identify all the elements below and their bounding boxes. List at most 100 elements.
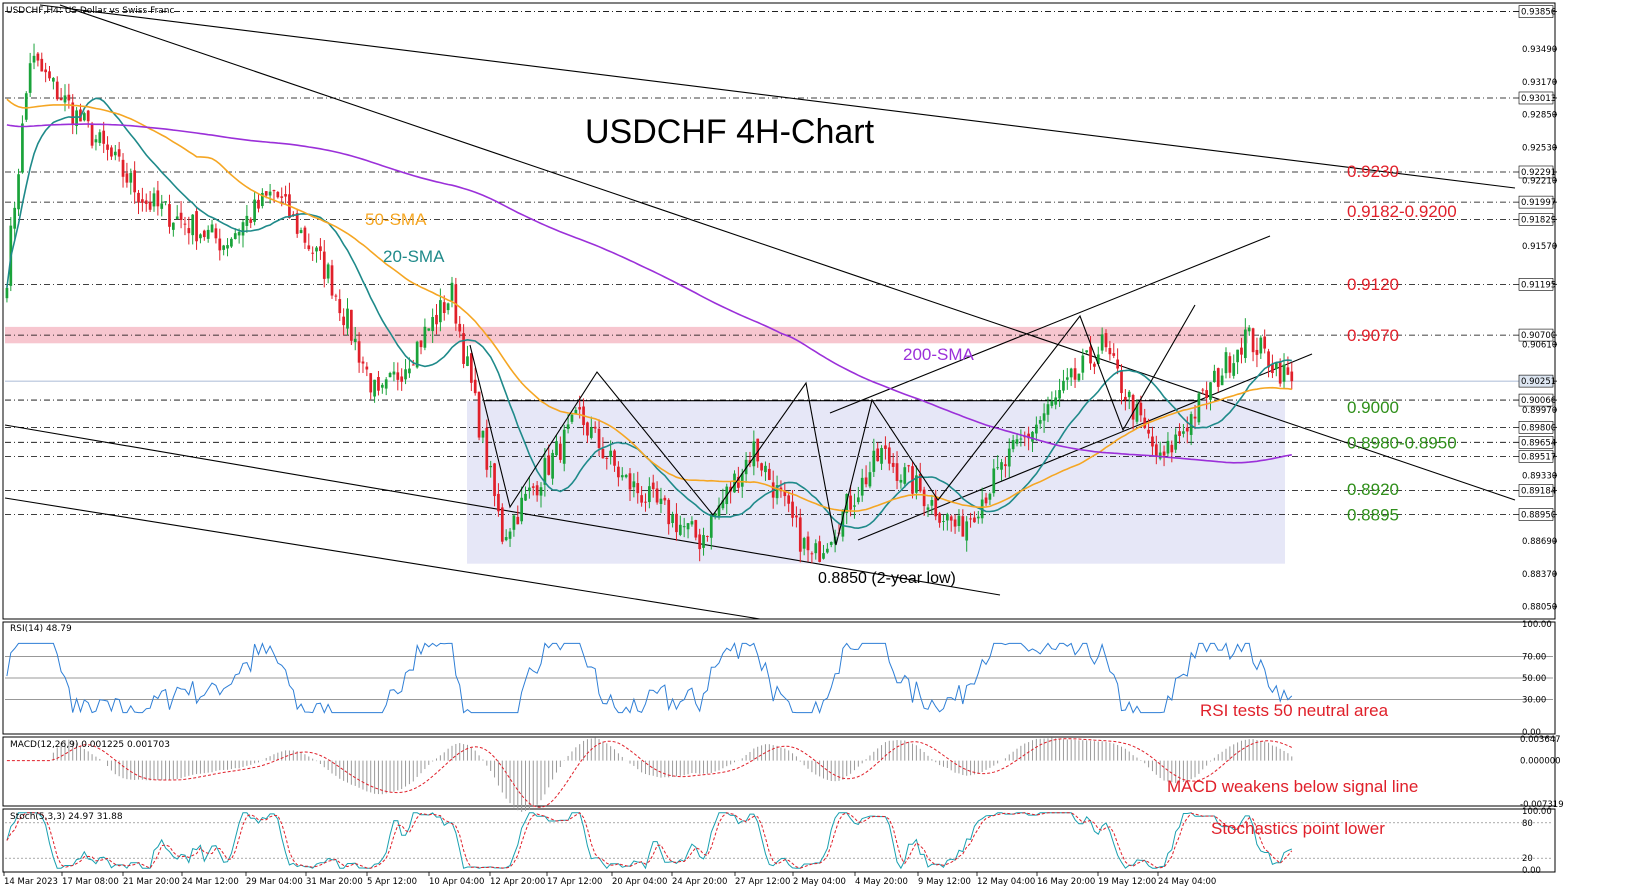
candle <box>1243 329 1247 359</box>
candle <box>841 509 845 537</box>
horizontal-levels <box>5 11 1553 515</box>
candle <box>713 513 717 517</box>
candle <box>44 69 47 73</box>
trendline <box>857 353 1313 541</box>
candle <box>380 384 384 388</box>
candle <box>876 448 880 462</box>
candle <box>1069 368 1073 378</box>
candle <box>953 519 957 527</box>
candle <box>1038 420 1042 424</box>
candle <box>1073 368 1077 380</box>
candle <box>1224 352 1228 374</box>
candle <box>698 534 702 550</box>
macd-axis-label: -0.007319 <box>1520 800 1564 810</box>
candle <box>558 443 562 460</box>
candle <box>531 486 535 488</box>
time-tick-label: 27 Apr 12:00 <box>735 877 790 887</box>
candle <box>508 531 512 539</box>
sma20-label: 20-SMA <box>383 247 445 266</box>
candle <box>315 247 318 252</box>
candle <box>617 466 620 478</box>
candle <box>551 452 554 479</box>
candle <box>709 515 713 538</box>
candle <box>1193 416 1197 419</box>
candle <box>1011 440 1015 450</box>
candle <box>1050 401 1054 406</box>
level-label: 0.9120 <box>1347 275 1399 294</box>
candle <box>396 372 400 380</box>
candle <box>17 174 20 210</box>
candle <box>1170 444 1174 453</box>
candle <box>949 516 953 521</box>
time-tick-label: 10 Apr 04:00 <box>429 877 484 887</box>
candle <box>21 123 24 173</box>
candle <box>586 422 589 436</box>
candle <box>1108 348 1112 355</box>
candle <box>562 429 566 464</box>
candle <box>915 475 918 493</box>
candle <box>481 430 485 438</box>
candle <box>400 376 404 382</box>
candle <box>760 463 763 471</box>
candle <box>40 58 44 72</box>
candle <box>322 251 326 279</box>
time-tick-label: 19 May 12:00 <box>1098 877 1156 887</box>
candle <box>969 518 972 520</box>
time-tick-label: 29 Mar 04:00 <box>246 877 303 887</box>
candle <box>860 477 864 496</box>
sma200-line <box>6 123 1292 464</box>
candle <box>361 361 365 364</box>
candle <box>1166 440 1170 454</box>
candle <box>141 199 144 203</box>
candle <box>493 463 496 497</box>
price-tick-label: 0.91997 <box>1521 198 1556 208</box>
chart-title: USDCHF 4H-Chart <box>585 113 875 151</box>
candle <box>826 548 829 553</box>
candle <box>439 300 442 323</box>
candle <box>1263 336 1267 349</box>
candle <box>214 228 218 239</box>
level-labels: 0.9230 0.9182-0.9200 0.9120 0.9070 0.9000 0.8… <box>1347 162 1457 524</box>
chart-info: USDCHF,H4: US Dollar vs Swiss Franc <box>6 6 175 16</box>
candle <box>330 265 334 296</box>
candle <box>520 497 523 522</box>
time-tick-label: 24 Apr 20:00 <box>672 877 727 887</box>
stoch-axis-label: 0.00 <box>1522 866 1541 876</box>
stoch-main-line <box>6 812 1292 870</box>
candles <box>5 43 1294 564</box>
time-tick-label: 9 May 12:00 <box>918 877 971 887</box>
price-tick-label: 0.91195 <box>1521 280 1556 290</box>
price-tick-label: 0.89330 <box>1522 472 1557 482</box>
time-tick-label: 4 May 20:00 <box>855 877 908 887</box>
candle <box>1077 373 1081 381</box>
level-label: 0.9070 <box>1347 326 1399 345</box>
candle <box>113 151 117 156</box>
candle <box>798 517 802 552</box>
candle <box>1220 375 1224 386</box>
candle <box>303 227 307 243</box>
candle <box>899 479 903 483</box>
candle <box>783 490 787 497</box>
candle <box>868 472 872 487</box>
candle <box>458 323 462 332</box>
time-tick-label: 21 Mar 20:00 <box>123 877 180 887</box>
candle <box>222 245 226 250</box>
candle <box>206 229 210 239</box>
stoch-axis-label: 80 <box>1522 819 1533 829</box>
price-tick-label: 0.89970 <box>1522 406 1557 416</box>
candle <box>528 487 531 492</box>
level-label: 0.8920 <box>1347 480 1399 499</box>
candle <box>678 524 682 535</box>
candle <box>1228 356 1232 373</box>
candle <box>233 233 237 239</box>
candle <box>675 513 678 533</box>
candle <box>473 379 477 394</box>
candle <box>423 326 427 348</box>
candle <box>144 200 148 204</box>
time-tick-label: 17 Mar 08:00 <box>62 877 119 887</box>
trendline <box>4 497 761 620</box>
level-label: 0.9182-0.9200 <box>1347 202 1457 221</box>
candle <box>291 214 295 216</box>
candle <box>880 447 883 464</box>
range-box <box>467 400 1285 564</box>
